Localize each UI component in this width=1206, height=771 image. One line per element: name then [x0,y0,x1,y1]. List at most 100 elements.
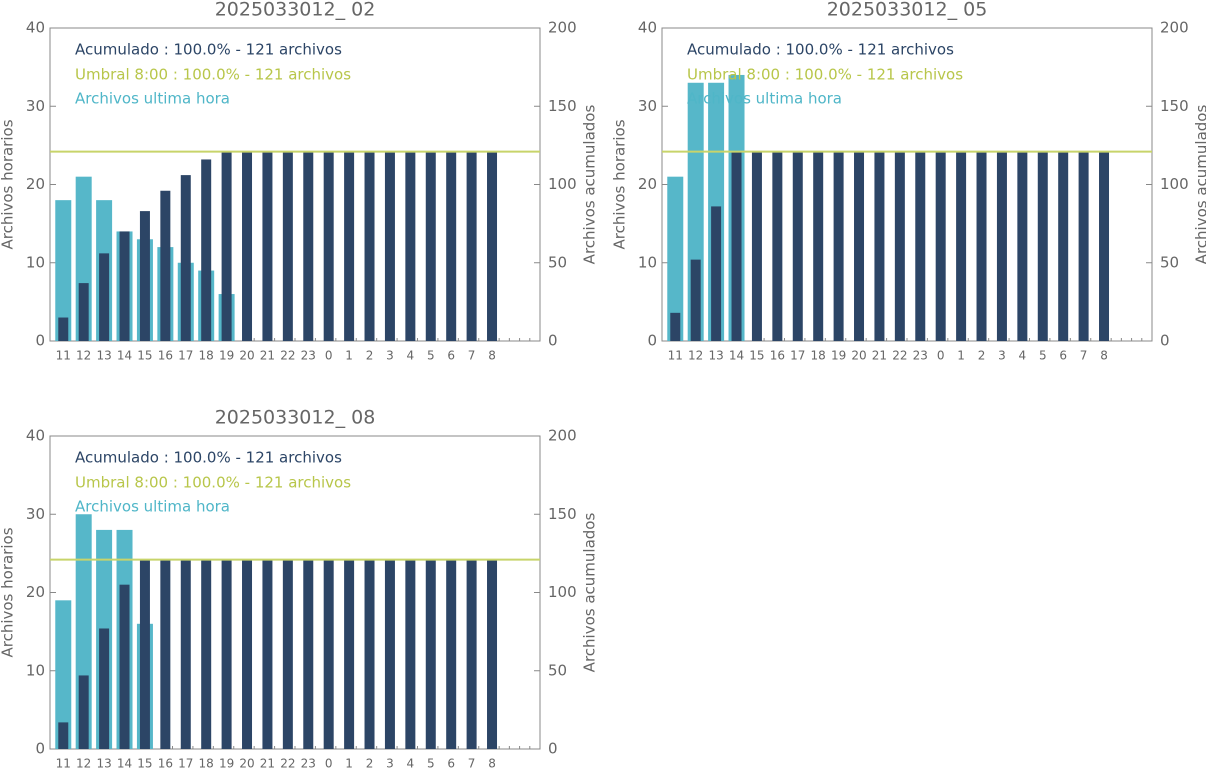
bar [1058,151,1069,341]
bar [160,559,171,749]
y2-tick-label: 200 [1160,19,1189,37]
x-tick-label: 11 [56,349,71,363]
chart-panel: 2025033012_ 05010203040050100150200Archi… [611,0,1206,363]
bar [792,151,803,341]
x-tick-label: 2 [366,757,374,771]
bar [996,151,1007,341]
y2-tick-label: 0 [548,740,558,758]
x-tick-label: 15 [137,349,152,363]
x-tick-label: 1 [345,757,353,771]
bar [915,151,926,341]
x-tick-label: 7 [468,349,476,363]
bar [874,151,885,341]
x-tick-label: 3 [998,349,1006,363]
bar [262,559,273,749]
bar [833,151,844,341]
x-tick-label: 7 [1080,349,1088,363]
x-tick-label: 3 [386,757,394,771]
x-tick-label: 8 [488,757,496,771]
x-tick-label: 22 [892,349,907,363]
bar [344,559,355,749]
bar [99,628,110,749]
x-tick-label: 3 [386,349,394,363]
y-tick-label: 20 [26,175,45,193]
bar [772,151,783,341]
x-tick-label: 18 [811,349,826,363]
x-tick-label: 5 [427,349,435,363]
x-tick-label: 12 [688,349,703,363]
bar [711,206,722,341]
bar [119,231,130,341]
bar [221,151,232,341]
y2-tick-label: 200 [548,19,577,37]
y2-tick-label: 150 [548,505,577,523]
bar [1078,151,1089,341]
x-tick-label: 15 [749,349,764,363]
x-tick-label: 13 [96,349,111,363]
legend-entry: Umbral 8:00 : 100.0% - 121 archivos [75,66,351,84]
y2-tick-label: 50 [548,253,567,271]
x-tick-label: 4 [407,757,415,771]
x-tick-label: 12 [76,757,91,771]
bar [466,151,477,341]
x-tick-label: 20 [239,349,254,363]
bar [180,559,191,749]
x-tick-label: 7 [468,757,476,771]
legend-entry: Acumulado : 100.0% - 121 archivos [75,41,342,59]
bar [667,176,684,341]
x-tick-label: 20 [239,757,254,771]
y-tick-label: 0 [647,332,657,350]
y-tick-label: 0 [35,740,45,758]
bar [1099,151,1110,341]
bar [364,151,375,341]
bar [139,559,150,749]
legend-entry: Archivos ultima hora [75,498,230,516]
bar [160,190,171,341]
bar [262,151,273,341]
y2-axis-label: Archivos acumulados [581,105,599,265]
x-tick-label: 14 [729,349,744,363]
x-tick-label: 5 [1039,349,1047,363]
bar [956,151,967,341]
y2-tick-label: 50 [548,661,567,679]
x-tick-label: 17 [790,349,805,363]
y-tick-label: 10 [638,253,657,271]
x-tick-label: 19 [831,349,846,363]
x-tick-label: 18 [199,349,214,363]
bar [282,151,293,341]
bar [323,151,334,341]
bar [221,559,232,749]
x-tick-label: 16 [158,349,173,363]
x-tick-label: 21 [872,349,887,363]
bar [364,559,375,749]
bar [1037,151,1048,341]
x-tick-label: 22 [280,349,295,363]
legend-entry: Archivos ultima hora [75,90,230,108]
bar [323,559,334,749]
x-tick-label: 20 [851,349,866,363]
legend-entry: Umbral 8:00 : 100.0% - 121 archivos [687,66,963,84]
bar [55,600,72,749]
x-tick-label: 16 [158,757,173,771]
x-tick-label: 8 [1100,349,1108,363]
bar [976,151,987,341]
x-tick-label: 23 [913,349,928,363]
legend-entry: Acumulado : 100.0% - 121 archivos [75,449,342,467]
x-tick-label: 13 [708,349,723,363]
x-tick-label: 18 [199,757,214,771]
y-tick-label: 30 [26,97,45,115]
y-tick-label: 30 [26,505,45,523]
x-tick-label: 11 [668,349,683,363]
y-tick-label: 40 [638,19,657,37]
y-tick-label: 20 [638,175,657,193]
y-tick-label: 20 [26,583,45,601]
bar [344,151,355,341]
chart-panel: 2025033012_ 02010203040050100150200Archi… [0,0,599,363]
bar [425,151,436,341]
x-tick-label: 2 [978,349,986,363]
y2-tick-label: 50 [1160,253,1179,271]
x-tick-label: 15 [137,757,152,771]
legend-entry: Umbral 8:00 : 100.0% - 121 archivos [75,474,351,492]
bar [405,151,416,341]
y-tick-label: 0 [35,332,45,350]
